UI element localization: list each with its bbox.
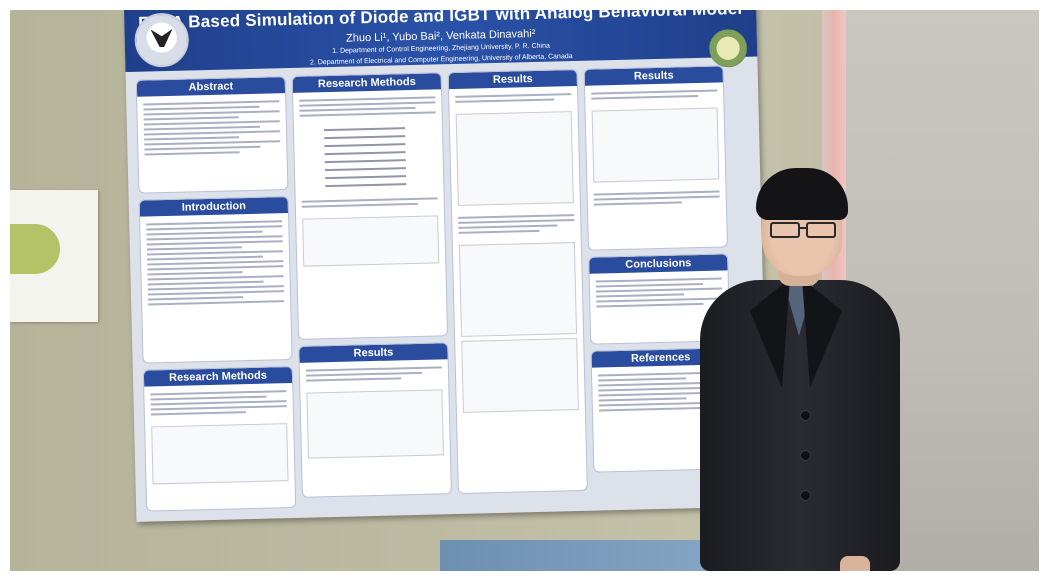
introduction-section: Introduction [138, 196, 293, 364]
research-methods-section-top: Research Methods [291, 72, 449, 340]
equations-text [296, 190, 444, 215]
research-methods-text-left [144, 383, 293, 423]
results-text-column-4 [585, 82, 723, 106]
circuit-diagram [302, 215, 440, 267]
results-text-column-3 [449, 86, 577, 110]
waveform-figure-middle [306, 389, 444, 459]
poster-column-3: Results [447, 68, 588, 502]
poster-column-1: Abstract Introduction [135, 76, 297, 512]
presenter [690, 160, 910, 571]
side-paper [10, 190, 98, 322]
introduction-text [140, 213, 290, 313]
equations [294, 126, 443, 188]
research-methods-section-left: Research Methods [142, 365, 297, 512]
glasses-icon [770, 222, 836, 238]
waveform-figure-1 [455, 111, 574, 206]
poster-column-2: Research Methods Results [291, 72, 452, 506]
university-logo-right [708, 28, 748, 68]
poster-header: FPAA Based Simulation of Diode and IGBT … [124, 10, 758, 72]
side-paper-graphic [10, 224, 60, 274]
research-methods-text-top [293, 89, 442, 124]
coat-button [800, 450, 811, 461]
waveform-figure-3 [461, 338, 579, 413]
abstract-section: Abstract [135, 76, 289, 194]
hand [840, 556, 870, 571]
waveform-figure-2 [458, 242, 578, 337]
hair [756, 168, 848, 220]
results-section-middle: Results [298, 342, 452, 498]
results-text-column-3b [452, 207, 581, 241]
circuit-figure-left [151, 423, 289, 485]
results-text-middle [300, 359, 449, 389]
research-poster: FPAA Based Simulation of Diode and IGBT … [124, 10, 769, 522]
photo: FPAA Based Simulation of Diode and IGBT … [10, 10, 1039, 571]
results-section-column-3: Results [447, 68, 588, 494]
coat-button [800, 490, 811, 501]
coat-button [800, 410, 811, 421]
abstract-text [137, 93, 287, 163]
